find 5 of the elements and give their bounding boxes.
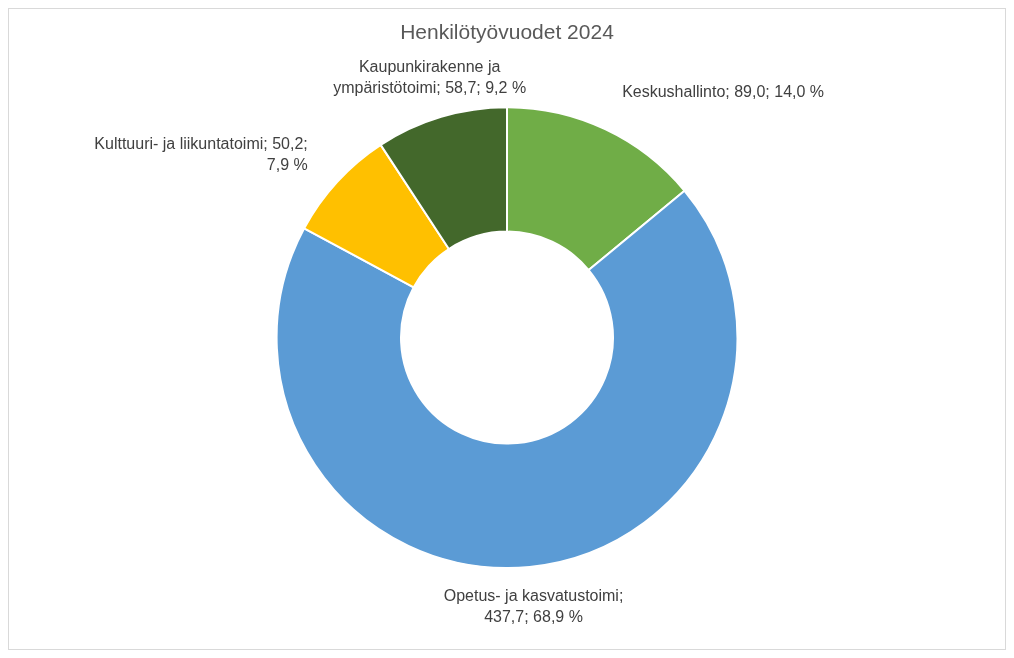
slice-label: Kulttuuri- ja liikuntatoimi; 50,2; 7,9 % bbox=[94, 134, 308, 173]
chart-title: Henkilötyövuodet 2024 bbox=[400, 20, 615, 44]
slice-label: Opetus- ja kasvatustoimi; 437,7; 68,9 % bbox=[443, 586, 624, 625]
slice-label: Kaupunkirakenne ja ympäristötoimi; 58,7; 9,2 % bbox=[333, 58, 527, 97]
slice-label: Keskushallinto; 89,0; 14,0 % bbox=[622, 83, 825, 101]
